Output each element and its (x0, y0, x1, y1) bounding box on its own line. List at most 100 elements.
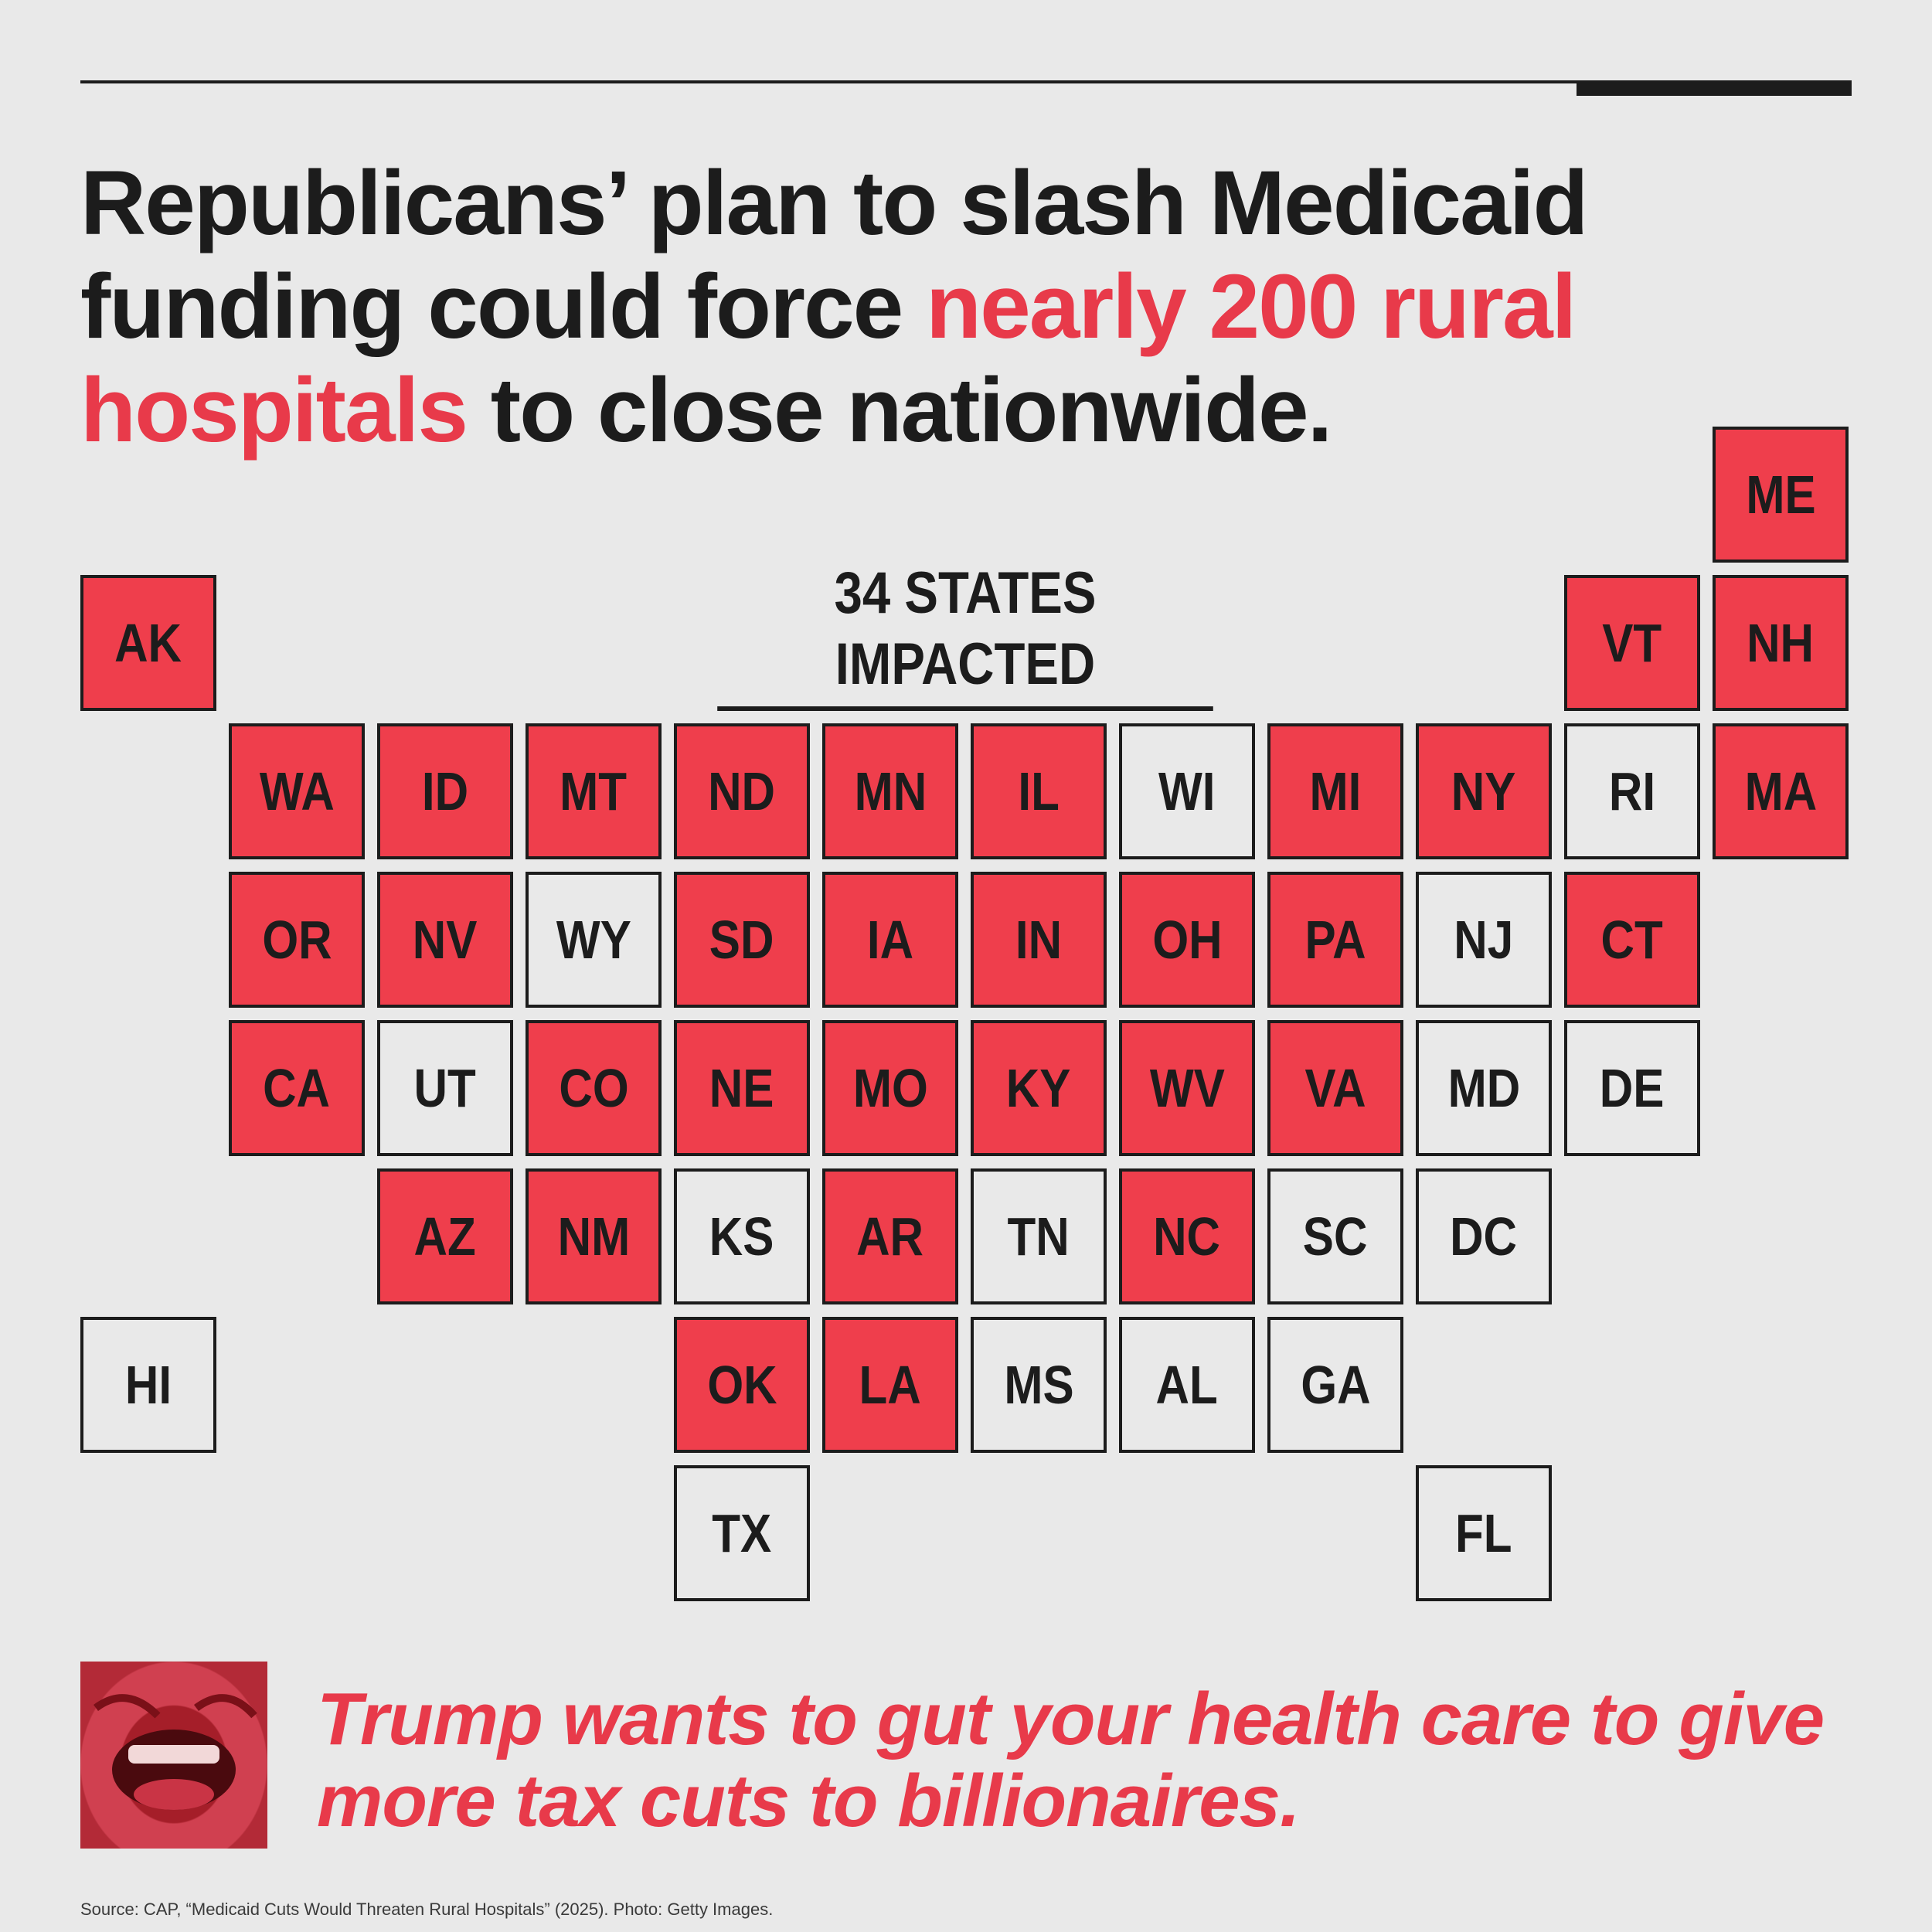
state-code-label: AR (856, 1206, 924, 1267)
state-code-label: UT (413, 1058, 477, 1118)
state-tile-me: ME (1713, 427, 1849, 563)
state-code-label: CO (558, 1058, 629, 1118)
state-code-label: MI (1309, 761, 1362, 821)
state-tile-ky: KY (971, 1020, 1107, 1156)
state-code-label: VA (1304, 1058, 1366, 1118)
state-tile-tx: TX (674, 1465, 810, 1601)
state-code-label: WI (1158, 761, 1216, 821)
state-code-label: WY (556, 910, 631, 970)
state-code-label: LA (859, 1355, 922, 1415)
state-tile-hi: HI (80, 1317, 216, 1453)
state-tile-az: AZ (377, 1168, 513, 1304)
state-code-label: DC (1450, 1206, 1518, 1267)
state-code-label: IN (1015, 910, 1063, 970)
state-code-label: GA (1300, 1355, 1371, 1415)
state-tile-id: ID (377, 723, 513, 859)
state-tile-fl: FL (1416, 1465, 1552, 1601)
state-code-label: AL (1155, 1355, 1219, 1415)
state-code-label: IA (866, 910, 914, 970)
state-tile-wi: WI (1119, 723, 1255, 859)
state-code-label: MT (560, 761, 628, 821)
state-code-label: SD (709, 910, 774, 970)
state-tile-mi: MI (1267, 723, 1403, 859)
state-code-label: WA (259, 761, 335, 821)
state-tile-nh: NH (1713, 575, 1849, 711)
state-code-label: NJ (1454, 910, 1514, 970)
headline-part2: to close nationwide. (466, 359, 1333, 461)
state-code-label: NE (709, 1058, 774, 1118)
state-tile-mo: MO (822, 1020, 958, 1156)
state-tile-nc: NC (1119, 1168, 1255, 1304)
state-tile-nj: NJ (1416, 872, 1552, 1008)
state-tile-co: CO (526, 1020, 662, 1156)
tagline: Trump wants to gut your health care to g… (317, 1678, 1825, 1842)
state-tile-md: MD (1416, 1020, 1552, 1156)
state-code-label: ME (1745, 464, 1816, 525)
state-code-label: NV (413, 910, 478, 970)
state-tile-al: AL (1119, 1317, 1255, 1453)
state-tile-ny: NY (1416, 723, 1552, 859)
state-tile-in: IN (971, 872, 1107, 1008)
state-tile-de: DE (1564, 1020, 1700, 1156)
state-tile-ri: RI (1564, 723, 1700, 859)
state-code-label: MD (1447, 1058, 1520, 1118)
headline-part1: Republicans’ plan to slash Medicaid fund… (80, 152, 1589, 358)
state-tile-ma: MA (1713, 723, 1849, 859)
source-note: Source: CAP, “Medicaid Cuts Would Threat… (80, 1900, 774, 1919)
headline: Republicans’ plan to slash Medicaid fund… (80, 151, 1858, 462)
state-code-label: PA (1304, 910, 1366, 970)
state-code-label: ND (708, 761, 776, 821)
state-code-label: MS (1003, 1355, 1074, 1415)
state-code-label: IL (1018, 761, 1060, 821)
state-code-label: MA (1744, 761, 1817, 821)
state-code-label: FL (1455, 1503, 1512, 1563)
state-code-label: HI (124, 1355, 172, 1415)
state-tile-wa: WA (229, 723, 365, 859)
state-tile-wy: WY (526, 872, 662, 1008)
state-tile-ks: KS (674, 1168, 810, 1304)
state-code-label: NM (557, 1206, 630, 1267)
photo-illustration (94, 1694, 257, 1810)
state-tile-ga: GA (1267, 1317, 1403, 1453)
state-code-label: VT (1602, 613, 1662, 673)
state-tile-nm: NM (526, 1168, 662, 1304)
state-tile-mt: MT (526, 723, 662, 859)
state-code-label: SC (1303, 1206, 1368, 1267)
state-tile-oh: OH (1119, 872, 1255, 1008)
state-code-label: OR (261, 910, 332, 970)
state-tile-nd: ND (674, 723, 810, 859)
state-code-label: TN (1007, 1206, 1070, 1267)
state-tile-vt: VT (1564, 575, 1700, 711)
state-code-label: WV (1149, 1058, 1225, 1118)
state-tile-ne: NE (674, 1020, 810, 1156)
state-code-label: TX (712, 1503, 772, 1563)
state-code-label: CA (263, 1058, 331, 1118)
state-code-label: OK (706, 1355, 777, 1415)
headline-highlight: nearly 200 rural hospitals (80, 256, 1577, 461)
state-code-label: AZ (413, 1206, 477, 1267)
state-tile-ct: CT (1564, 872, 1700, 1008)
state-tile-la: LA (822, 1317, 958, 1453)
state-tile-sc: SC (1267, 1168, 1403, 1304)
state-tile-mn: MN (822, 723, 958, 859)
state-tile-sd: SD (674, 872, 810, 1008)
state-code-label: KS (709, 1206, 774, 1267)
state-tile-il: IL (971, 723, 1107, 859)
top-rule-accent (1577, 80, 1852, 96)
state-code-label: MN (854, 761, 927, 821)
state-tile-nv: NV (377, 872, 513, 1008)
state-tile-ok: OK (674, 1317, 810, 1453)
state-tile-ms: MS (971, 1317, 1107, 1453)
top-rule (80, 80, 1852, 83)
state-code-label: AK (114, 613, 182, 673)
state-tile-ak: AK (80, 575, 216, 711)
state-code-label: CT (1600, 910, 1664, 970)
state-code-label: NH (1747, 613, 1815, 673)
state-code-label: OH (1151, 910, 1223, 970)
state-tile-dc: DC (1416, 1168, 1552, 1304)
trump-mouth-photo (80, 1662, 267, 1849)
state-tile-ca: CA (229, 1020, 365, 1156)
state-code-label: KY (1006, 1058, 1071, 1118)
state-tile-va: VA (1267, 1020, 1403, 1156)
